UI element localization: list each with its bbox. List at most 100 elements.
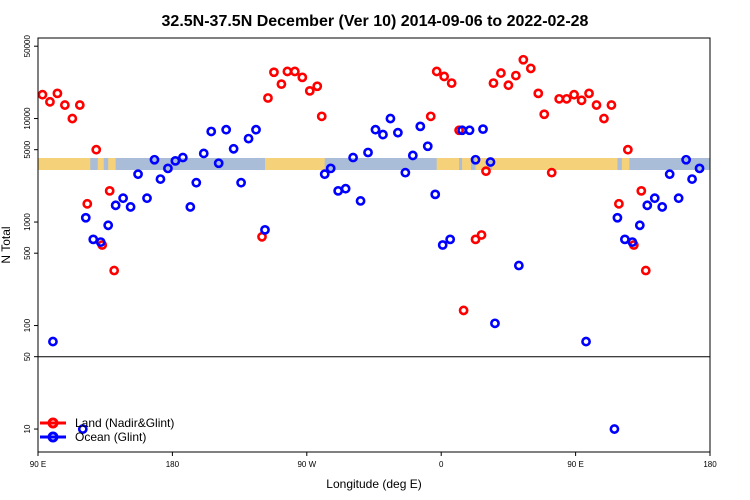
map-band	[38, 158, 710, 170]
legend-label-land: Land (Nadir&Glint)	[75, 416, 174, 430]
y-axis: 10 50 100 500 1000 5000 10000 50000	[23, 35, 38, 433]
ocean-point	[206, 126, 217, 137]
ocean-point	[163, 163, 173, 174]
ocean-point	[155, 174, 166, 184]
ocean-point	[88, 234, 99, 245]
map-land-strip	[38, 158, 91, 170]
y-tick-label: 10000	[23, 107, 32, 130]
land-point	[52, 88, 63, 99]
x-axis-label: Longitude (deg E)	[326, 477, 421, 491]
ocean-point	[478, 124, 488, 135]
x-tick-label: 0	[439, 460, 444, 469]
ocean-point	[340, 183, 351, 194]
land-point	[614, 198, 624, 209]
land-point	[91, 144, 102, 155]
land-point	[74, 100, 85, 110]
land-point	[539, 109, 550, 120]
ocean-point	[437, 240, 448, 250]
land-point	[533, 88, 544, 99]
data-points	[37, 54, 705, 434]
map-land-strip	[491, 158, 618, 170]
map-land-strip	[436, 158, 460, 170]
ocean-point	[118, 193, 129, 204]
y-tick-label: 500	[23, 246, 32, 260]
ocean-point	[422, 141, 433, 152]
ocean-point	[634, 220, 645, 231]
ocean-point	[609, 424, 620, 434]
land-point	[591, 100, 602, 110]
y-tick-label: 100	[23, 318, 32, 332]
map-land-strip	[621, 158, 630, 170]
ocean-point	[333, 185, 344, 196]
legend: Land (Nadir&Glint) Ocean (Glint)	[40, 416, 174, 444]
y-tick-label: 1000	[23, 213, 32, 231]
ocean-point	[649, 193, 660, 204]
land-point	[525, 63, 536, 74]
ocean-point	[260, 224, 270, 235]
ocean-point	[470, 154, 481, 165]
legend-marker-land	[47, 417, 59, 429]
x-tick-label: 90 W	[297, 460, 316, 469]
land-point	[622, 144, 633, 155]
land-point	[425, 111, 436, 122]
ocean-point	[355, 196, 366, 206]
ocean-point	[228, 143, 239, 154]
land-point	[312, 81, 323, 92]
map-land-strip	[108, 158, 116, 170]
ocean-point	[400, 167, 411, 178]
ocean-point	[95, 237, 106, 247]
x-tick-label: 180	[703, 460, 717, 469]
x-axis: 90 E 180 90 W 0 90 E 180	[30, 452, 717, 469]
land-point	[104, 185, 115, 196]
ocean-point	[642, 200, 653, 211]
land-point	[67, 113, 78, 124]
land-point	[584, 88, 594, 99]
land-point	[518, 54, 529, 65]
ocean-point	[378, 129, 388, 140]
land-point	[297, 72, 308, 83]
ocean-point	[370, 124, 381, 135]
ocean-point	[430, 189, 441, 200]
ocean-point	[133, 169, 143, 180]
ocean-point	[348, 152, 358, 163]
ocean-point	[243, 133, 254, 144]
ocean-point	[363, 147, 373, 158]
ocean-point	[103, 220, 114, 231]
map-land-strip	[97, 158, 104, 170]
land-point	[554, 93, 565, 104]
land-point	[640, 265, 651, 276]
ocean-point	[149, 154, 160, 165]
land-point	[316, 111, 327, 122]
land-point	[282, 66, 293, 77]
land-point	[446, 78, 457, 88]
y-tick-label: 5000	[23, 140, 32, 158]
land-point	[269, 67, 279, 78]
ocean-point	[77, 424, 88, 434]
land-point	[503, 80, 514, 91]
legend-label-ocean: Ocean (Glint)	[75, 430, 146, 444]
ocean-point	[664, 169, 675, 180]
ocean-point	[251, 124, 261, 135]
ocean-point	[513, 260, 524, 271]
land-point	[276, 79, 287, 90]
ocean-point	[198, 148, 209, 159]
ocean-point	[657, 202, 668, 212]
ocean-point	[687, 174, 697, 184]
ocean-point	[619, 234, 630, 245]
land-point	[636, 185, 647, 196]
ocean-point	[581, 336, 591, 347]
land-point	[496, 68, 506, 78]
land-point	[59, 100, 70, 110]
ocean-point	[407, 150, 418, 161]
land-point	[289, 66, 300, 77]
y-tick-label: 50	[23, 352, 32, 361]
land-point	[263, 93, 273, 103]
x-tick-label: 90 E	[567, 460, 583, 469]
land-point	[576, 95, 587, 106]
ocean-point	[694, 163, 705, 174]
land-point	[82, 198, 93, 209]
ocean-point	[142, 193, 152, 204]
ocean-point	[627, 237, 638, 247]
plot-frame	[37, 37, 711, 453]
